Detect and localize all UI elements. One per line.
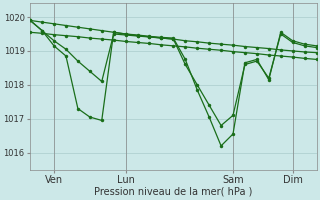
X-axis label: Pression niveau de la mer( hPa ): Pression niveau de la mer( hPa )	[94, 187, 252, 197]
